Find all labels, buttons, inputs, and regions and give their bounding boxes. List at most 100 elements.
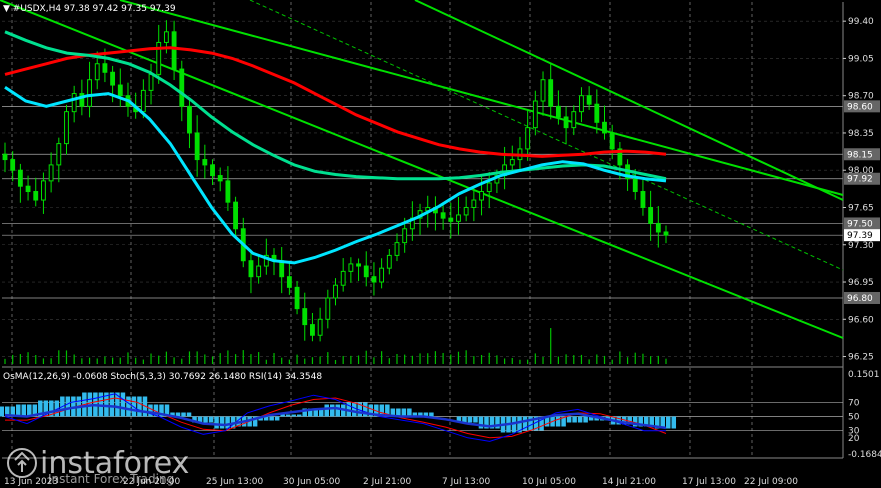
osma-bar (32, 404, 38, 417)
time-tick-label: 25 Jun 13:00 (206, 477, 263, 487)
price-badge: 97.50 (847, 219, 873, 229)
candle-body (286, 276, 292, 288)
candle-body (217, 175, 223, 182)
osma-bar (291, 414, 296, 417)
candle-body (48, 164, 54, 182)
osma-bar (21, 404, 27, 417)
osma-bar (324, 404, 329, 417)
osma-bar (522, 416, 528, 431)
osma-bar (285, 414, 291, 417)
osma-bar (462, 416, 467, 423)
osma-bar (153, 404, 159, 417)
candle-body (555, 105, 561, 118)
time-axis: 13 Jun 2023 22 Jun 21:00 25 Jun 13:00 30 Ju… (4, 477, 798, 487)
osma-bar (423, 412, 429, 417)
volume-bar (534, 353, 536, 364)
volume-bar (19, 354, 21, 364)
candle-body (386, 254, 392, 269)
osma-bar (192, 416, 197, 423)
volume-bar (173, 357, 175, 364)
volume-bar (519, 359, 521, 364)
oscillator-tick-label: 70 (848, 398, 860, 408)
logo-text: instaforex (40, 446, 189, 481)
moving-average-2 (4, 30, 667, 181)
channel-line (414, 0, 844, 201)
candle-body (371, 276, 377, 283)
osma-bar (49, 400, 54, 417)
candle-body (540, 79, 546, 102)
volume-bar (427, 353, 429, 364)
volume-bar (311, 357, 314, 364)
price-badge-bg (844, 291, 880, 304)
channel-line (249, 0, 844, 271)
volume-bar (642, 353, 644, 364)
volume-bar (181, 358, 183, 364)
volume-bar (626, 357, 629, 364)
volume-bar (135, 357, 137, 364)
channel-line (119, 0, 844, 196)
candle-body (356, 263, 361, 267)
volume-bar (419, 353, 421, 364)
candle-body (25, 185, 31, 193)
candle-body (548, 79, 554, 107)
osma-bar (329, 404, 335, 417)
volume-bar (442, 352, 444, 364)
candle-body (233, 201, 239, 230)
candle-body (394, 242, 400, 256)
volume-bar (357, 355, 360, 364)
osma-bar (577, 416, 583, 423)
osma-bar (401, 408, 407, 417)
osma-bar (181, 412, 186, 417)
volume-bar (112, 357, 114, 364)
osma-bar (43, 400, 49, 417)
osma-bar (104, 392, 109, 417)
osma-bar (203, 416, 208, 423)
volume-bar (12, 354, 14, 364)
osma-bar (385, 404, 390, 417)
volume-bar (411, 355, 413, 364)
volume-bar (250, 354, 252, 364)
volume-bar (227, 350, 229, 364)
price-tick-label: 98.35 (848, 129, 874, 139)
volume-bar (281, 357, 283, 364)
volume-bar (4, 358, 6, 364)
osma-bar (120, 392, 126, 417)
osma-bar (109, 392, 115, 417)
volume-bar (73, 354, 75, 364)
candle-body (148, 73, 154, 91)
candle-body (471, 199, 477, 208)
candle-body (325, 297, 331, 320)
osma-bar (318, 408, 324, 417)
candle-body (317, 318, 323, 336)
osma-bar (429, 412, 434, 417)
oscillator-tick-label: 20 (848, 434, 860, 444)
osma-bar (27, 404, 32, 417)
price-badge: 98.15 (847, 150, 873, 160)
candle-body (140, 89, 146, 113)
volume-bar (342, 355, 344, 364)
osma-bar (566, 416, 572, 423)
osma-bar (164, 404, 170, 417)
candle-body (440, 212, 446, 219)
osma-bar (159, 404, 164, 417)
volume-bar (88, 357, 91, 364)
candle-body (263, 254, 269, 267)
price-badge-bg (844, 148, 880, 161)
osma-bar (225, 416, 230, 429)
price-badge-bg (844, 229, 880, 242)
candle-body (294, 286, 300, 310)
volume-bar (473, 356, 475, 364)
candle-body (617, 148, 623, 166)
volume-bar (81, 358, 83, 364)
osma-bar (214, 416, 219, 429)
candle-body (156, 41, 162, 75)
moving-averages (4, 30, 667, 265)
candle-body (248, 260, 254, 278)
volume-bar (634, 352, 636, 364)
osma-bar (115, 392, 120, 417)
candle-body (163, 31, 169, 43)
osma-bar (352, 402, 357, 417)
volume-bar (96, 358, 98, 364)
volume-bar (550, 328, 552, 364)
